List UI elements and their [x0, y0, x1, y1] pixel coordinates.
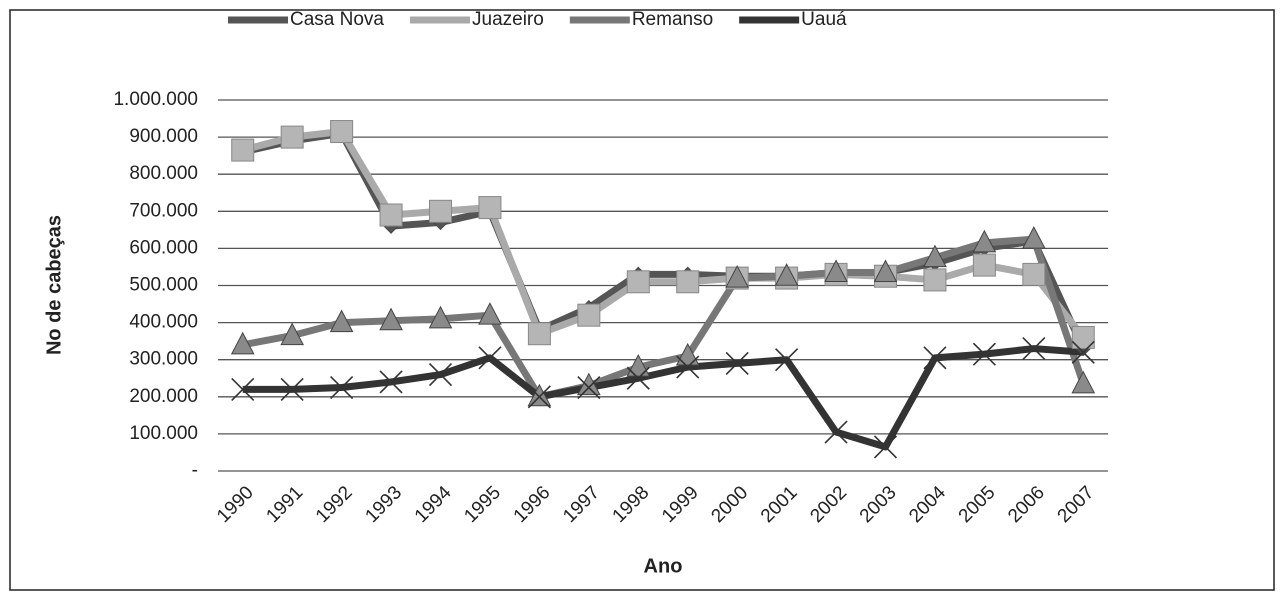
marker [1022, 226, 1046, 249]
marker [774, 263, 799, 286]
marker [428, 362, 453, 387]
legend-label: Casa Nova [290, 9, 384, 30]
marker [280, 125, 304, 149]
marker [675, 342, 700, 366]
marker [1071, 370, 1096, 394]
marker [527, 385, 551, 409]
marker [923, 346, 947, 370]
y-axis-label: No de cabeças [43, 215, 65, 355]
y-tick-label: 900.000 [129, 126, 198, 147]
y-tick-label: 500.000 [129, 275, 198, 296]
y-tick-label: - [192, 460, 198, 481]
marker [527, 383, 552, 407]
marker [379, 307, 403, 331]
marker [923, 244, 947, 268]
marker [428, 305, 453, 329]
marker [725, 351, 749, 375]
marker [280, 377, 304, 401]
marker [1022, 262, 1046, 286]
y-tick-label: 400.000 [129, 312, 198, 333]
series-line [242, 235, 1087, 401]
marker [231, 138, 255, 162]
marker [379, 203, 403, 227]
marker [972, 229, 997, 253]
marker [873, 435, 898, 459]
series-line [242, 345, 1084, 451]
marker [478, 302, 502, 325]
y-tick-label: 700.000 [129, 200, 198, 221]
marker [577, 303, 601, 327]
marker [379, 370, 403, 394]
marker [330, 120, 354, 144]
marker [725, 265, 749, 288]
marker [478, 196, 502, 220]
legend-label: Remanso [632, 9, 713, 30]
y-tick-label: 800.000 [129, 163, 198, 184]
marker [923, 268, 947, 292]
marker [676, 355, 700, 379]
marker [231, 377, 255, 401]
marker [478, 346, 502, 370]
marker [626, 270, 650, 294]
marker [626, 366, 650, 390]
marker [577, 375, 601, 400]
marker [972, 342, 996, 366]
marker [1071, 325, 1095, 349]
marker [280, 322, 304, 346]
x-axis-label: Ano [644, 555, 683, 577]
marker [330, 375, 354, 400]
marker [230, 331, 255, 355]
marker [873, 259, 898, 283]
marker [676, 270, 700, 294]
marker [329, 309, 354, 333]
marker [824, 420, 848, 444]
y-tick-label: 100.000 [129, 423, 198, 444]
marker [775, 348, 799, 372]
marker [1022, 337, 1046, 361]
y-tick-label: 300.000 [129, 349, 198, 370]
marker [626, 354, 651, 377]
y-tick-label: 600.000 [129, 237, 198, 258]
marker [429, 199, 452, 223]
marker [577, 372, 601, 396]
marker [1071, 340, 1095, 364]
y-tick-label: 1.000.000 [113, 89, 198, 110]
legend-label: Uauá [801, 9, 847, 30]
marker [824, 259, 848, 283]
marker [527, 322, 551, 346]
legend-label: Juazeiro [472, 9, 544, 30]
marker [972, 253, 996, 277]
y-tick-label: 200.000 [129, 386, 198, 407]
